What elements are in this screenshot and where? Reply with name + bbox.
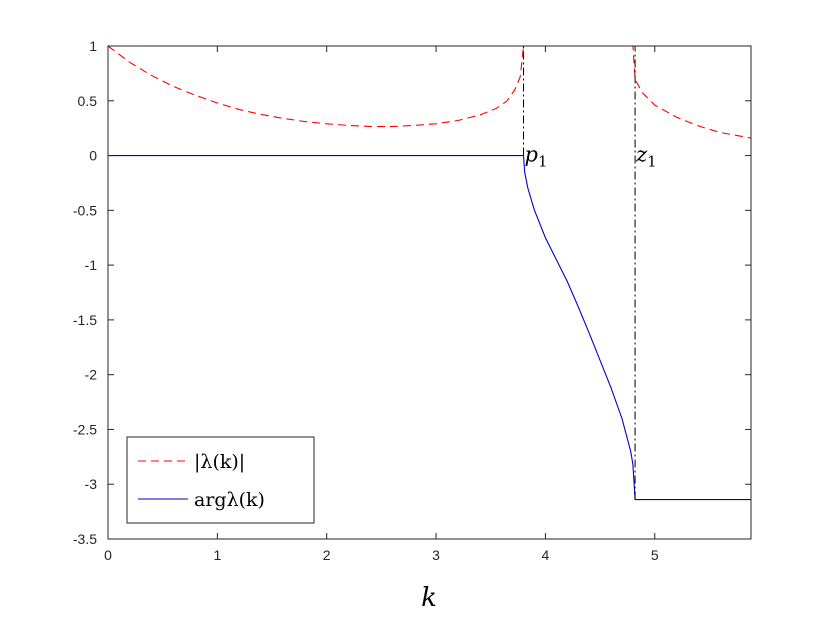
y-tick-label: 0.5 (78, 93, 98, 109)
legend-label-arg: argλ(k) (194, 489, 265, 511)
y-tick-label: -0.5 (73, 202, 97, 218)
annotation-p1: p1 (525, 143, 548, 171)
x-tick-label: 3 (432, 547, 440, 563)
series-line-1 (108, 155, 751, 501)
x-tick-label: 0 (104, 547, 112, 563)
legend: |λ(k)| argλ(k) (126, 436, 315, 524)
y-tick-label: -2.5 (73, 421, 97, 437)
y-tick-label: -1 (85, 257, 98, 273)
x-tick-label: 5 (651, 547, 659, 563)
legend-label-abs: |λ(k)| (194, 451, 245, 473)
series-line-0 (107, 45, 752, 139)
ticks-layer: 0 1 2 3 4 5 1 0.5 0 -0.5 -1 -1.5 -2 -2.5 -3 -3.5 (73, 38, 751, 563)
y-tick-label: -3 (85, 476, 98, 492)
y-tick-label: 1 (89, 38, 97, 54)
y-tick-label: -2 (85, 367, 98, 383)
annotation-layer: p1 z1 (525, 143, 657, 171)
y-tick-label: -3.5 (73, 531, 97, 547)
series-layer (107, 45, 752, 501)
y-tick-label: 0 (89, 148, 97, 164)
y-tick-label: -1.5 (73, 312, 97, 328)
x-tick-label: 4 (542, 547, 550, 563)
plot-frame (107, 45, 752, 540)
vline-layer (523, 46, 636, 500)
x-tick-label: 1 (213, 547, 221, 563)
legend-box (126, 436, 315, 524)
annotation-z1: z1 (635, 143, 657, 171)
x-axis-label: k (421, 583, 437, 613)
x-tick-label: 2 (323, 547, 331, 563)
